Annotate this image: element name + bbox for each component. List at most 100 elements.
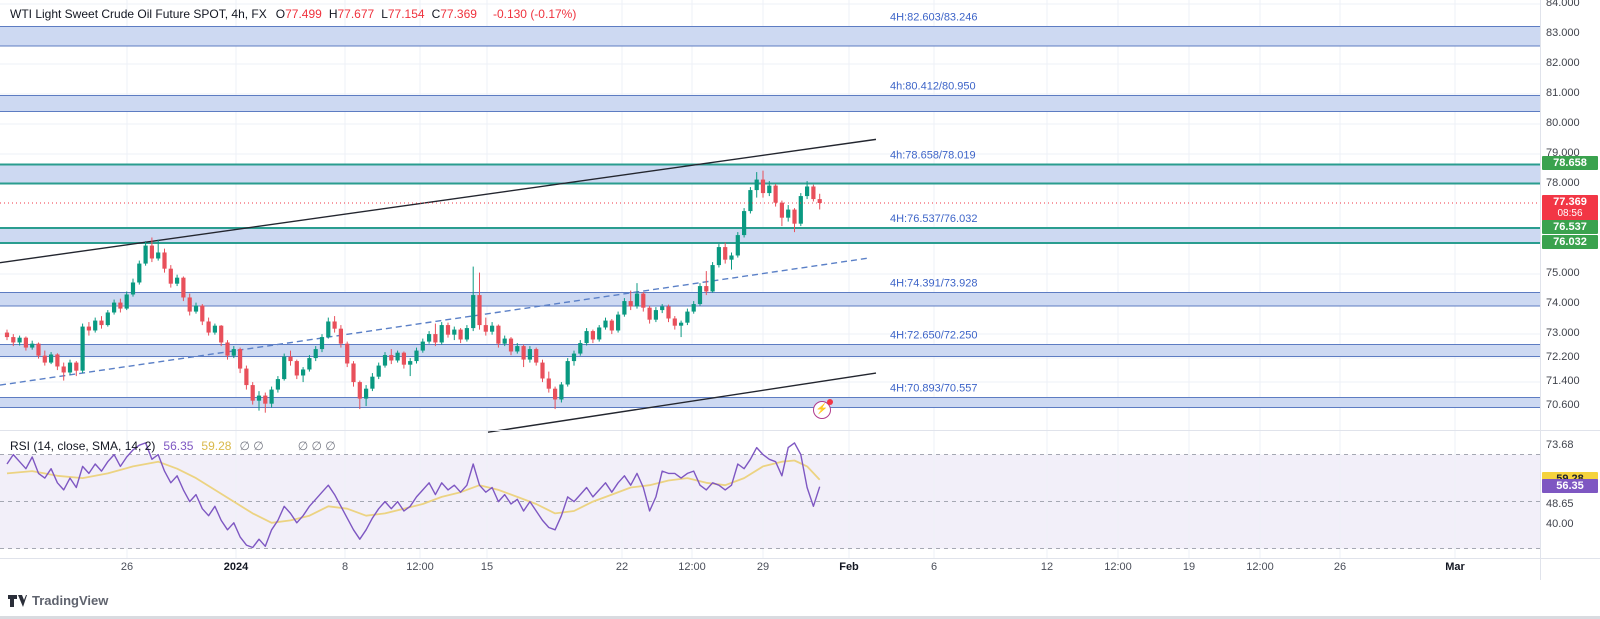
candle-body — [231, 349, 236, 356]
time-axis-separator — [0, 558, 1600, 559]
price-tick-label: 83.000 — [1546, 27, 1580, 40]
price-tick-label: 74.000 — [1546, 297, 1580, 310]
candle-body — [590, 331, 595, 340]
trendline[interactable] — [487, 372, 877, 433]
candle-body — [137, 263, 142, 283]
candle-body — [710, 265, 715, 292]
price-axis-separator — [1540, 0, 1541, 580]
candle-body — [206, 321, 211, 333]
candle-body — [332, 321, 337, 329]
candle-body — [817, 199, 822, 204]
band-label: 4H:82.603/83.246 — [890, 12, 977, 24]
candle-body — [256, 395, 262, 401]
time-tick-label: 26 — [120, 561, 134, 573]
candle-body — [193, 305, 199, 312]
candle-body — [61, 366, 66, 373]
rsi-value-badge: 56.35 — [1542, 478, 1598, 493]
tradingview-logo-icon — [8, 594, 27, 607]
bar-countdown: 08:56 — [1557, 208, 1583, 219]
candle-body — [805, 186, 810, 197]
candle-body — [559, 384, 564, 400]
band-label: 4H:72.650/72.250 — [890, 330, 977, 342]
candle-body — [565, 361, 570, 385]
time-tick-label: Feb — [839, 561, 859, 573]
candle-body — [452, 329, 457, 335]
candle-body — [471, 295, 476, 329]
candle-body — [704, 286, 709, 292]
candle-body — [86, 326, 91, 331]
symbol-legend[interactable]: WTI Light Sweet Crude Oil Future SPOT, 4… — [10, 7, 576, 21]
current-price-badge: 77.369 08:56 — [1542, 195, 1598, 221]
candle-body — [357, 382, 362, 399]
rsi-tick-label: 40.00 — [1546, 518, 1574, 531]
candle-body — [527, 349, 532, 360]
candle-body — [685, 311, 690, 323]
ohlc-values: O77.499 H77.677 L77.154 C77.369 — [276, 7, 484, 21]
candle-body — [578, 343, 583, 354]
pane-separator[interactable] — [0, 430, 1600, 431]
candle-body — [382, 355, 388, 366]
rsi-label: RSI (14, close, SMA, 14, 2) — [10, 439, 156, 453]
time-tick-label: 22 — [615, 561, 629, 573]
lightning-icon[interactable]: ⚡ — [813, 399, 833, 419]
ohlc-pair: H77.677 — [328, 7, 375, 21]
candle-body — [212, 325, 217, 333]
candle-body — [622, 301, 627, 315]
price-tick-label: 84.000 — [1546, 0, 1580, 10]
candle-body — [571, 353, 577, 362]
level-price-badge: 76.032 — [1542, 235, 1598, 250]
candle-body — [17, 337, 22, 343]
candle-body — [319, 337, 325, 350]
candle-body — [301, 369, 306, 376]
rsi-legend[interactable]: RSI (14, close, SMA, 14, 2) 56.35 59.28 … — [10, 439, 336, 453]
time-tick-label: Mar — [1445, 561, 1465, 573]
candle-body — [616, 314, 621, 331]
band-label: 4H:70.893/70.557 — [890, 382, 977, 394]
candle-body — [691, 304, 696, 312]
candle-body — [225, 342, 230, 356]
candle-body — [408, 361, 413, 365]
candle-body — [181, 277, 186, 298]
candle-body — [811, 186, 816, 200]
candle-body — [263, 395, 268, 404]
candle-body — [187, 297, 192, 312]
tradingview-attribution[interactable]: TradingView — [8, 593, 108, 608]
candle-body — [345, 343, 350, 364]
rsi-value: 56.35 — [163, 439, 194, 453]
level-price-badge: 76.537 — [1542, 219, 1598, 234]
dashed-trendline[interactable] — [0, 257, 871, 386]
candle-body — [149, 245, 154, 259]
candle-body — [723, 247, 728, 260]
price-tick-label: 79.000 — [1546, 147, 1580, 160]
candle-body — [401, 352, 406, 365]
candle-body — [219, 325, 224, 343]
candle-body — [414, 350, 419, 362]
candle-body — [672, 318, 677, 326]
candle-body — [250, 385, 255, 401]
trendline[interactable] — [0, 138, 877, 264]
band-label: 4h:78.658/78.019 — [890, 149, 976, 161]
candle-body — [427, 334, 432, 342]
candle-body — [67, 362, 73, 373]
candle-body — [99, 320, 104, 326]
candle-body — [760, 179, 766, 194]
candle-body — [483, 325, 488, 332]
time-tick-label: 2024 — [223, 561, 249, 573]
time-tick-label: 12:00 — [1246, 561, 1274, 573]
candle-body — [628, 301, 633, 307]
rsi-tick-label: 73.68 — [1546, 439, 1574, 451]
change-value: -0.130 (-0.17%) — [492, 7, 577, 21]
time-tick-label: 12:00 — [406, 561, 434, 573]
candle-body — [597, 327, 602, 340]
candle-body — [49, 354, 54, 363]
rsi-empty-values: ∅ ∅ — [239, 439, 264, 453]
candle-body — [395, 352, 400, 361]
candle-body — [313, 349, 318, 359]
candle-body — [445, 325, 451, 335]
alert-dot — [827, 399, 833, 405]
candle-body — [748, 190, 753, 212]
price-tick-label: 78.000 — [1546, 177, 1580, 190]
time-tick-label: 12 — [1040, 561, 1054, 573]
band-label: 4H:74.391/73.928 — [890, 277, 977, 289]
